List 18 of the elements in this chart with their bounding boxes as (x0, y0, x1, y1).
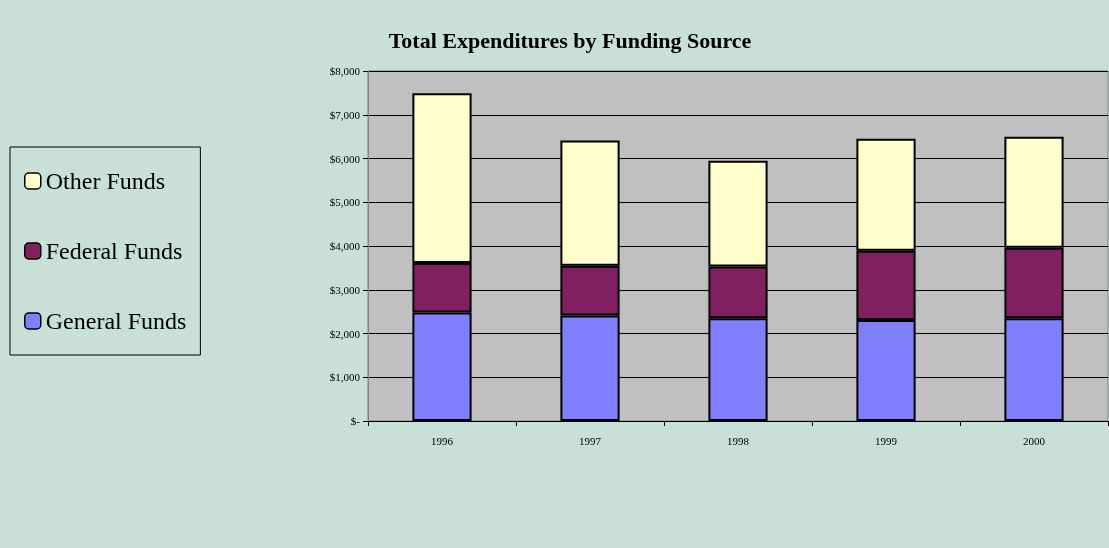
y-tick-label: $7,000 (329, 108, 361, 121)
x-tick-label: 1998 (727, 434, 750, 447)
legend-label: General Funds (45, 308, 187, 334)
y-tick-label: $6,000 (329, 152, 361, 165)
x-tick-label: 1996 (431, 434, 454, 447)
y-tick-label: $5,000 (329, 196, 361, 209)
x-tick-label: 1997 (579, 434, 602, 447)
chart-title: Total Expenditures by Funding Source (388, 27, 752, 53)
y-tick-label: $1,000 (329, 371, 361, 384)
x-tick-label: 1999 (875, 434, 898, 447)
legend-label: Other Funds (45, 168, 166, 194)
y-tick-label: $- (350, 415, 361, 427)
x-tick-label: 2000 (1023, 434, 1046, 447)
y-tick-label: $2,000 (329, 327, 361, 340)
y-tick-label: $4,000 (329, 240, 361, 252)
y-tick-label: $3,000 (329, 283, 361, 296)
legend-label: Federal Funds (45, 238, 183, 264)
y-tick-label: $8,000 (329, 65, 361, 77)
